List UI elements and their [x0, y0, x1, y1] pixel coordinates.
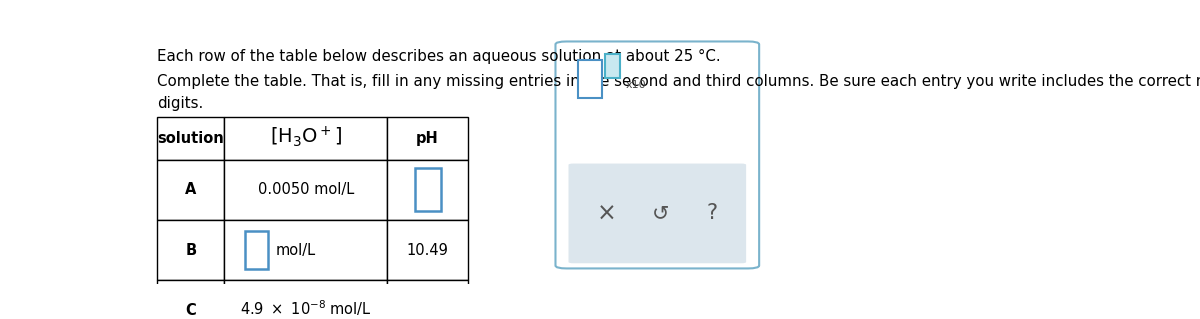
Bar	[157, 280, 224, 319]
Bar	[157, 117, 224, 160]
Bar	[224, 220, 388, 280]
Text: x10: x10	[625, 80, 646, 90]
Bar	[414, 289, 440, 319]
Bar	[157, 160, 224, 220]
Bar	[605, 54, 619, 78]
Text: 10.49: 10.49	[407, 243, 449, 258]
Text: pH: pH	[416, 131, 439, 146]
Text: ?: ?	[706, 204, 718, 223]
Bar	[388, 220, 468, 280]
Text: solution: solution	[157, 131, 224, 146]
Text: $4.9\ \times\ 10^{-8}$ mol/L: $4.9\ \times\ 10^{-8}$ mol/L	[240, 298, 372, 318]
Bar	[388, 160, 468, 220]
Bar	[578, 60, 602, 99]
Bar	[414, 168, 440, 211]
Bar	[224, 160, 388, 220]
Bar	[224, 117, 388, 160]
Text: 0.0050 mol/L: 0.0050 mol/L	[258, 182, 354, 197]
FancyBboxPatch shape	[556, 41, 760, 268]
Text: ×: ×	[596, 201, 617, 226]
Text: mol/L: mol/L	[276, 243, 316, 258]
Text: Complete the table. That is, fill in any missing entries in the second and third: Complete the table. That is, fill in any…	[157, 74, 1200, 89]
Bar	[388, 280, 468, 319]
Bar	[388, 117, 468, 160]
Text: digits.: digits.	[157, 96, 204, 111]
Text: C: C	[186, 303, 197, 318]
Text: ↺: ↺	[652, 204, 670, 223]
Text: A: A	[185, 182, 197, 197]
Text: B: B	[185, 243, 197, 258]
Bar	[157, 220, 224, 280]
Bar	[224, 280, 388, 319]
Bar	[245, 231, 268, 269]
Text: $\left[\mathrm{H_3O^+}\right]$: $\left[\mathrm{H_3O^+}\right]$	[270, 125, 342, 149]
Text: Each row of the table below describes an aqueous solution at about 25 °C.: Each row of the table below describes an…	[157, 49, 721, 64]
FancyBboxPatch shape	[569, 164, 746, 263]
